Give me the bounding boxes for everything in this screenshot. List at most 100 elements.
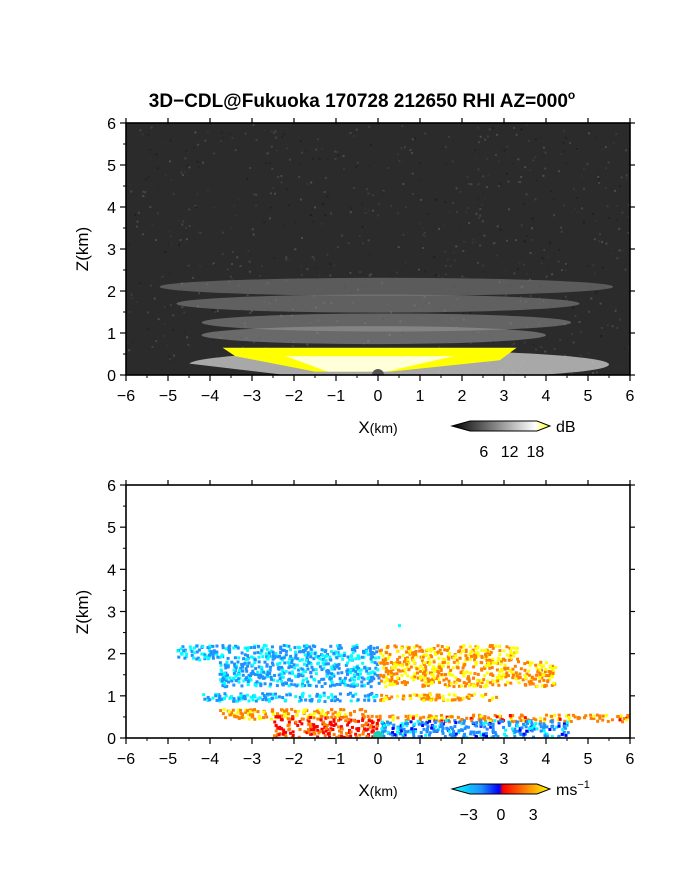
reflectivity-noise-pixel [147, 311, 150, 314]
reflectivity-noise-pixel [400, 147, 403, 150]
velocity-pixel [396, 726, 400, 730]
reflectivity-noise-pixel [437, 240, 440, 243]
velocity-pixel [483, 674, 487, 678]
velocity-pixel [527, 719, 531, 723]
reflectivity-noise-pixel [409, 149, 412, 152]
velocity-pixel [440, 729, 444, 733]
velocity-pixel [294, 720, 298, 724]
velocity-pixel [370, 714, 374, 718]
velocity-pixel [262, 670, 266, 674]
velocity-pixel [231, 708, 235, 712]
velocity-pixel [467, 684, 471, 688]
reflectivity-noise-pixel [366, 167, 369, 170]
reflectivity-noise-pixel [576, 197, 579, 200]
reflectivity-noise-pixel [231, 136, 234, 139]
velocity-pixel [284, 698, 288, 702]
reflectivity-noise-pixel [590, 297, 593, 300]
reflectivity-noise-pixel [406, 262, 409, 265]
velocity-pixel [446, 727, 450, 731]
velocity-pixel [313, 678, 317, 682]
velocity-pixel [384, 685, 388, 689]
velocity-pixel [430, 648, 434, 652]
reflectivity-noise-pixel [470, 183, 473, 186]
velocity-pixel [483, 685, 487, 689]
velocity-pixel [260, 675, 264, 679]
reflectivity-colorbar-ramp [450, 420, 552, 432]
velocity-pixel [519, 667, 523, 671]
velocity-pixel [295, 713, 299, 717]
velocity-pixel [500, 719, 504, 723]
velocity-pixel [445, 648, 449, 652]
velocity-pixel [429, 649, 433, 653]
velocity-pixel [350, 725, 354, 729]
velocity-pixel [519, 719, 523, 723]
velocity-pixel [403, 731, 407, 735]
reflectivity-noise-pixel [439, 247, 442, 250]
velocity-colorbar-tick-label: −3 [460, 807, 478, 824]
reflectivity-noise-pixel [539, 331, 542, 334]
reflectivity-noise-pixel [270, 130, 273, 133]
velocity-pixel [236, 711, 240, 715]
reflectivity-noise-pixel [329, 274, 332, 277]
reflectivity-noise-pixel [139, 294, 142, 297]
velocity-pixel [195, 650, 199, 654]
velocity-pixel [315, 694, 319, 698]
reflectivity-noise-pixel [397, 246, 400, 249]
reflectivity-noise-pixel [544, 151, 547, 154]
velocity-pixel [488, 681, 492, 685]
velocity-pixel [236, 646, 240, 650]
velocity-pixel [550, 714, 554, 718]
reflectivity-noise-pixel [168, 355, 171, 358]
reflectivity-noise-pixel [450, 266, 453, 269]
velocity-pixel [382, 662, 386, 666]
velocity-pixel [279, 651, 283, 655]
reflectivity-noise-pixel [619, 185, 622, 188]
velocity-pixel [305, 644, 309, 648]
velocity-pixel [396, 730, 400, 734]
reflectivity-noise-pixel [553, 347, 556, 350]
velocity-pixel [280, 727, 284, 731]
velocity-pixel [503, 663, 507, 667]
velocity-pixel [219, 663, 223, 667]
velocity-pixel [324, 729, 328, 733]
velocity-pixel [405, 662, 409, 666]
reflectivity-noise-pixel [529, 169, 532, 172]
reflectivity-noise-pixel [625, 174, 628, 177]
velocity-pixel [370, 719, 374, 723]
velocity-pixel [472, 714, 476, 718]
velocity-pixel [239, 693, 243, 697]
velocity-pixel [485, 684, 489, 688]
velocity-pixel [369, 647, 373, 651]
velocity-pixel [434, 719, 438, 723]
reflectivity-noise-pixel [414, 137, 417, 140]
velocity-pixel [466, 657, 470, 661]
reflectivity-noise-pixel [266, 152, 269, 155]
velocity-field [176, 624, 630, 738]
velocity-pixel [483, 715, 487, 719]
velocity-pixel [184, 654, 188, 658]
velocity-pixel [438, 648, 442, 652]
velocity-pixel [422, 697, 426, 701]
velocity-pixel [352, 647, 356, 651]
velocity-pixel [566, 731, 570, 735]
velocity-pixel [400, 722, 404, 726]
velocity-pixel [328, 720, 332, 724]
velocity-pixel [409, 665, 413, 669]
reflectivity-noise-pixel [248, 270, 251, 273]
velocity-pixel [291, 657, 295, 661]
velocity-pixel [462, 664, 466, 668]
velocity-isolated-pixel [176, 649, 180, 653]
reflectivity-noise-pixel [601, 266, 604, 269]
velocity-pixel [490, 672, 494, 676]
reflectivity-noise-pixel [565, 162, 568, 165]
velocity-pixel [459, 728, 463, 732]
velocity-pixel [436, 644, 440, 648]
velocity-pixel [227, 680, 231, 684]
reflectivity-noise-pixel [287, 203, 290, 206]
velocity-pixel [283, 709, 287, 713]
reflectivity-noise-pixel [556, 250, 559, 253]
velocity-pixel [551, 673, 555, 677]
velocity-pixel [435, 693, 439, 697]
velocity-pixel [565, 720, 569, 724]
